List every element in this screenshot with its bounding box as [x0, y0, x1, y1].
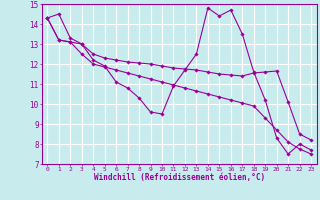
X-axis label: Windchill (Refroidissement éolien,°C): Windchill (Refroidissement éolien,°C): [94, 173, 265, 182]
